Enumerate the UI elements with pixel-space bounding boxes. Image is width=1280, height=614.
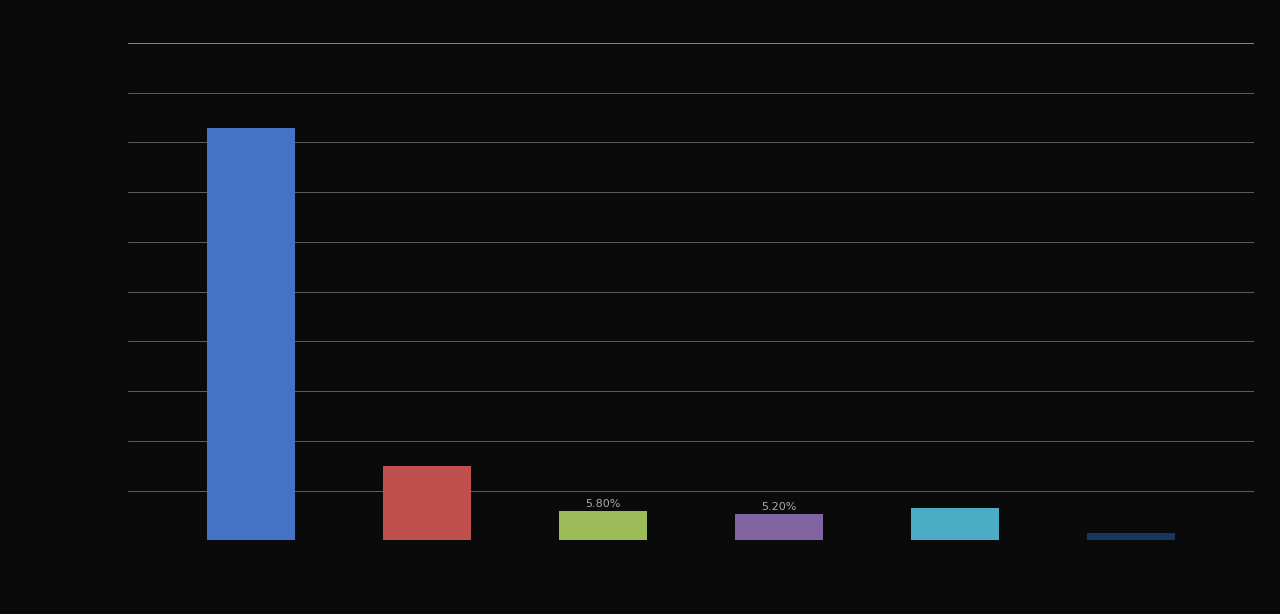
Bar <box>383 465 471 540</box>
Bar <box>911 508 1000 540</box>
Text: 5.80%: 5.80% <box>585 499 621 509</box>
Bar <box>735 515 823 540</box>
Text: 5.20%: 5.20% <box>762 502 797 512</box>
Bar <box>207 128 296 540</box>
Bar <box>1087 533 1175 540</box>
Bar <box>559 511 648 540</box>
